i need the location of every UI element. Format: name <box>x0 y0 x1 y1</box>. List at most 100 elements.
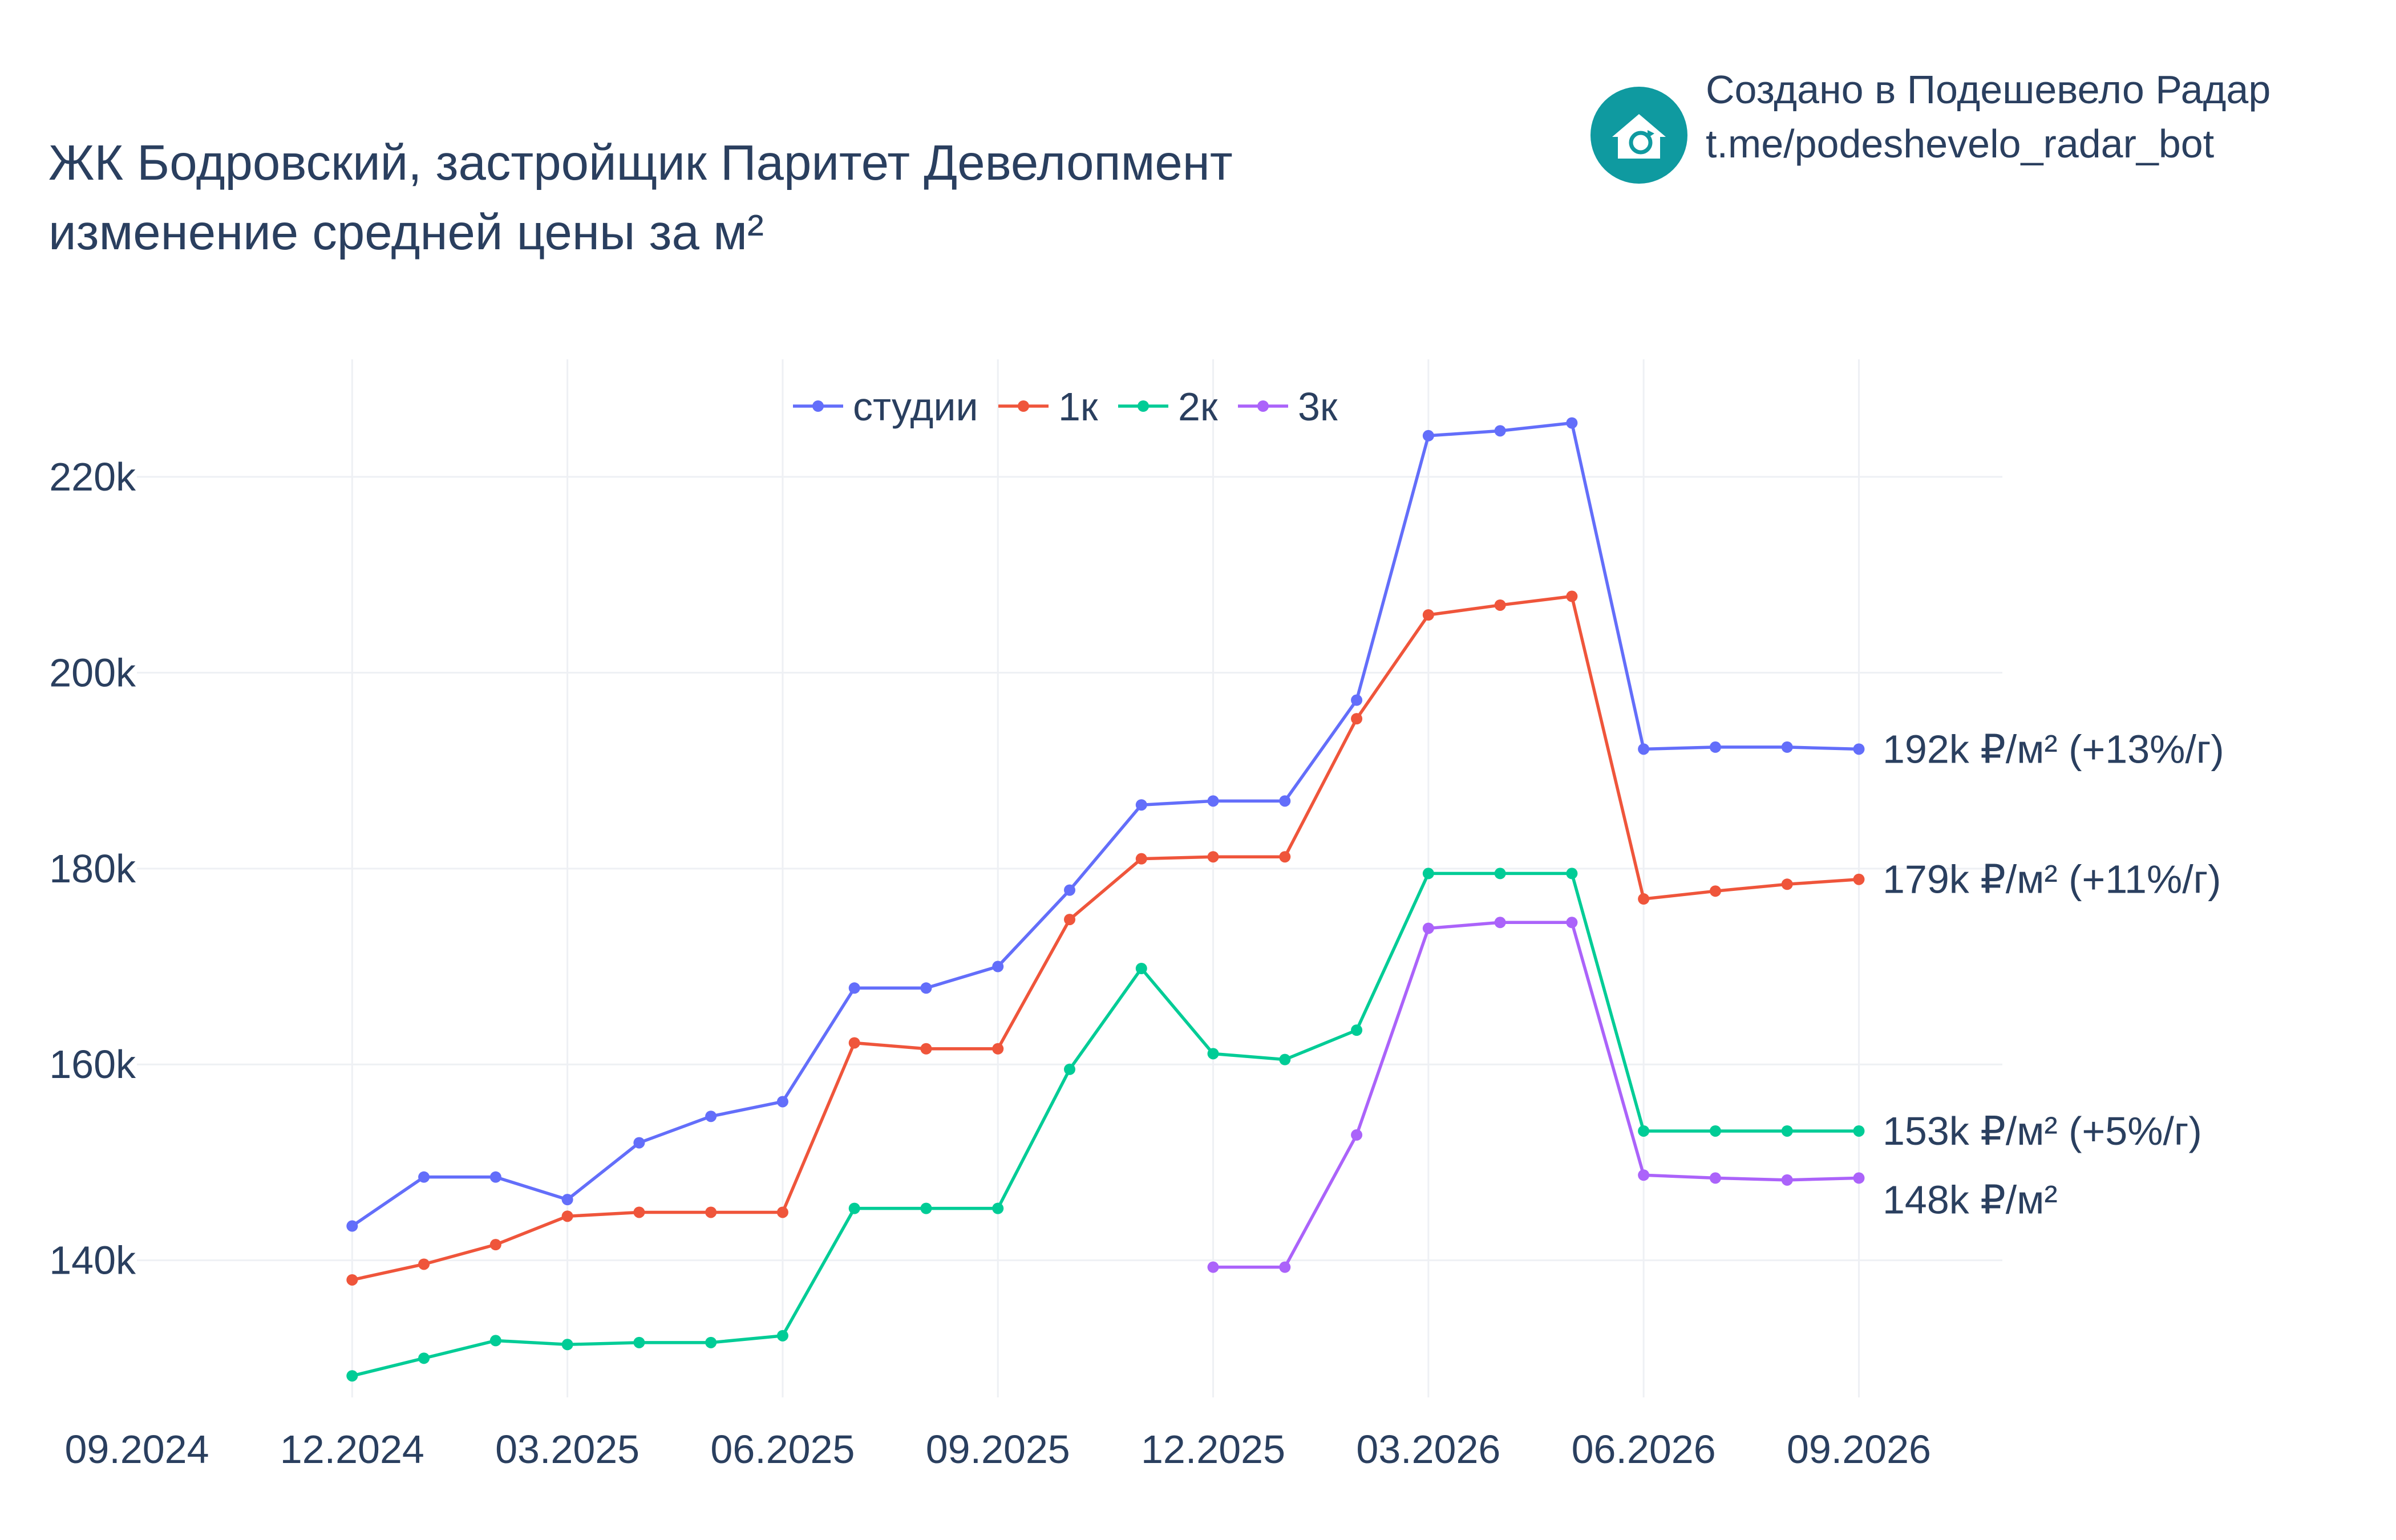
x-tick-label: 09.2025 <box>926 1427 1070 1472</box>
data-point[interactable] <box>561 1210 573 1222</box>
chart-title-line2: изменение средней цены за м² <box>48 205 764 260</box>
grid <box>137 359 2002 1397</box>
data-point[interactable] <box>346 1370 358 1382</box>
data-point[interactable] <box>1279 795 1291 807</box>
data-point[interactable] <box>705 1206 717 1218</box>
y-tick-label: 160k <box>49 1042 136 1087</box>
data-point[interactable] <box>1566 417 1578 429</box>
data-point[interactable] <box>1422 922 1434 934</box>
data-point[interactable] <box>1064 1063 1075 1075</box>
data-point[interactable] <box>920 1043 932 1055</box>
data-point[interactable] <box>776 1330 788 1342</box>
data-point[interactable] <box>848 982 860 994</box>
legend-item[interactable]: 1к <box>998 384 1098 429</box>
data-point[interactable] <box>1494 868 1506 880</box>
data-point[interactable] <box>1064 914 1075 926</box>
data-point[interactable] <box>1853 1172 1865 1184</box>
data-point[interactable] <box>346 1220 358 1232</box>
y-axis-ticks: 140k 160k 180k 200k 220k <box>49 455 136 1283</box>
data-point[interactable] <box>1566 917 1578 929</box>
data-point[interactable] <box>1279 1261 1291 1273</box>
data-point[interactable] <box>1566 868 1578 880</box>
data-point[interactable] <box>1064 884 1075 896</box>
series-line <box>351 421 1859 1227</box>
data-point[interactable] <box>1494 917 1506 929</box>
data-point[interactable] <box>1135 799 1147 811</box>
data-point[interactable] <box>418 1171 430 1183</box>
data-point[interactable] <box>1709 741 1721 753</box>
data-point[interactable] <box>1781 1125 1793 1137</box>
brand-link[interactable]: t.me/podeshevelo_radar_bot <box>1706 121 2215 166</box>
legend[interactable]: студии 1к 2к 3к <box>793 384 1338 429</box>
data-point[interactable] <box>489 1239 501 1251</box>
end-label: 148k ₽/м² <box>1883 1177 2058 1222</box>
data-point[interactable] <box>1853 1125 1865 1137</box>
x-axis-ticks: 09.2024 12.2024 03.2025 06.2025 09.2025 12.20… <box>64 1427 1931 1472</box>
data-point[interactable] <box>561 1194 573 1206</box>
chart-title-line1: ЖК Бодровский, застройщик Паритет Девело… <box>48 135 1233 191</box>
y-tick-label: 200k <box>49 650 136 695</box>
data-point[interactable] <box>776 1096 788 1108</box>
legend-item[interactable]: студии <box>793 384 978 429</box>
house-refresh-icon <box>1590 87 1687 184</box>
data-point[interactable] <box>418 1352 430 1364</box>
data-point[interactable] <box>1207 795 1219 807</box>
data-point[interactable] <box>848 1037 860 1049</box>
data-point[interactable] <box>1422 609 1434 621</box>
data-point[interactable] <box>561 1339 573 1351</box>
data-point[interactable] <box>1853 743 1865 755</box>
legend-item[interactable]: 3к <box>1238 384 1338 429</box>
data-point[interactable] <box>1351 694 1363 706</box>
data-point[interactable] <box>1781 741 1793 753</box>
x-tick-label: 06.2026 <box>1572 1427 1716 1472</box>
data-point[interactable] <box>848 1202 860 1214</box>
data-point[interactable] <box>1709 885 1721 897</box>
data-point[interactable] <box>920 1202 932 1214</box>
data-point[interactable] <box>633 1336 645 1348</box>
data-point[interactable] <box>992 1043 1004 1055</box>
data-point[interactable] <box>1135 962 1147 974</box>
legend-marker <box>812 400 824 412</box>
data-point[interactable] <box>992 1202 1004 1214</box>
data-point[interactable] <box>705 1111 717 1122</box>
data-point[interactable] <box>346 1274 358 1286</box>
data-point[interactable] <box>776 1206 788 1218</box>
data-point[interactable] <box>633 1137 645 1149</box>
legend-item[interactable]: 2к <box>1118 384 1218 429</box>
data-point[interactable] <box>1638 1169 1650 1181</box>
data-point[interactable] <box>705 1336 717 1348</box>
data-point[interactable] <box>1351 1129 1363 1141</box>
data-point[interactable] <box>1781 878 1793 890</box>
data-point[interactable] <box>1207 1048 1219 1060</box>
data-point[interactable] <box>1709 1172 1721 1184</box>
data-point[interactable] <box>1279 851 1291 863</box>
data-point[interactable] <box>418 1258 430 1270</box>
data-point[interactable] <box>1638 1125 1650 1137</box>
data-point[interactable] <box>1351 713 1363 725</box>
end-labels: 192k ₽/м² (+13%/г) 179k ₽/м² (+11%/г) 153k… <box>1883 727 2224 1222</box>
data-point[interactable] <box>1207 851 1219 863</box>
data-point[interactable] <box>1638 743 1650 755</box>
data-point[interactable] <box>1853 873 1865 885</box>
data-point[interactable] <box>1638 893 1650 905</box>
data-point[interactable] <box>1422 429 1434 441</box>
data-point[interactable] <box>489 1335 501 1347</box>
data-point[interactable] <box>1279 1053 1291 1065</box>
data-point[interactable] <box>1351 1024 1363 1036</box>
data-point[interactable] <box>489 1171 501 1183</box>
end-label: 179k ₽/м² (+11%/г) <box>1883 857 2221 902</box>
data-point[interactable] <box>1135 853 1147 865</box>
data-point[interactable] <box>1422 868 1434 880</box>
brand-name: Создано в Подешевело Радар <box>1706 67 2271 112</box>
data-point[interactable] <box>1709 1125 1721 1137</box>
data-point[interactable] <box>1494 425 1506 437</box>
data-point[interactable] <box>992 961 1004 972</box>
data-point[interactable] <box>1494 599 1506 611</box>
data-point[interactable] <box>1566 590 1578 602</box>
data-point[interactable] <box>1781 1174 1793 1186</box>
y-tick-label: 220k <box>49 455 136 499</box>
data-point[interactable] <box>920 982 932 994</box>
data-point[interactable] <box>633 1206 645 1218</box>
data-point[interactable] <box>1207 1261 1219 1273</box>
